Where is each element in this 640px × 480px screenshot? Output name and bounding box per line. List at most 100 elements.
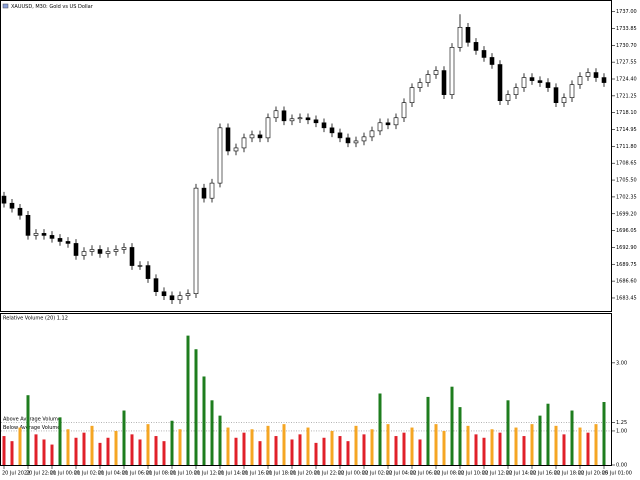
volume-bar (434, 424, 438, 465)
volume-bar (226, 427, 230, 465)
volume-bar (258, 441, 262, 465)
y-tick-label: 1737.00 (616, 9, 637, 15)
y-tick-label: 0.00 (616, 463, 627, 469)
candle-body (233, 147, 239, 152)
volume-panel (0, 313, 612, 466)
x-tick-label: 22 Jul 02:00 (362, 471, 392, 477)
volume-bar (586, 432, 590, 465)
candle-body (441, 70, 447, 95)
volume-bar (442, 430, 446, 465)
volume-bar (154, 436, 158, 465)
candle-body (177, 295, 183, 301)
volume-bar (90, 425, 94, 465)
volume-bar (386, 424, 390, 465)
volume-bar (242, 432, 246, 465)
volume-bar (554, 425, 558, 465)
y-tick-label: 1727.55 (616, 60, 637, 66)
candle-body (457, 26, 463, 48)
x-tick-label: 21 Jul 10:00 (170, 471, 200, 477)
volume-bar (210, 400, 214, 465)
candle-body (209, 182, 215, 199)
volume-bar (298, 434, 302, 465)
volume-bar (466, 425, 470, 465)
volume-bar (282, 424, 286, 465)
volume-bar (250, 429, 254, 465)
volume-bar (66, 429, 70, 465)
y-tick-label: 1692.90 (616, 245, 637, 251)
candle-body (345, 137, 351, 144)
candle-body (241, 137, 247, 149)
candle-body (145, 265, 151, 279)
volume-bar (402, 432, 406, 465)
volume-bar (146, 424, 150, 465)
volume-bar (482, 437, 486, 465)
candle-body (321, 122, 327, 129)
volume-bar (602, 402, 606, 465)
volume-bar (122, 410, 126, 465)
y-tick-label: 1699.20 (616, 211, 637, 217)
volume-bar (194, 349, 198, 465)
candle-body (577, 76, 583, 85)
x-tick-label: 22 Jul 20:00 (578, 471, 608, 477)
candle-body (153, 278, 159, 293)
candle-body (601, 77, 607, 83)
chart-title: XAUUSD, M30: Gold vs US Dollar (11, 4, 94, 10)
candle-body (25, 215, 31, 236)
candle-body (97, 249, 103, 254)
candle-body (193, 187, 199, 294)
candle-body (281, 110, 287, 122)
x-tick-label: 22 Jul 12:00 (482, 471, 512, 477)
candle-body (217, 127, 223, 184)
candle-body (169, 295, 175, 301)
candle-body (361, 136, 367, 142)
volume-bar (330, 430, 334, 465)
volume-bar (98, 442, 102, 465)
x-tick-label: 20 Jul 2022 (2, 471, 30, 477)
candle-body (513, 87, 519, 95)
candle-body (337, 132, 343, 139)
volume-bar (458, 407, 462, 465)
y-tick-label: 1696.05 (616, 228, 637, 234)
candle-body (257, 134, 263, 139)
candle-body (137, 265, 143, 267)
volume-bar (346, 441, 350, 465)
volume-bar (178, 429, 182, 465)
y-tick-label: 1718.10 (616, 110, 637, 116)
y-tick-label: 1.00 (616, 428, 627, 434)
volume-bar (426, 396, 430, 465)
candle-body (17, 207, 23, 216)
volume-bar (42, 439, 46, 465)
candle-body (449, 47, 455, 95)
x-tick-label: 21 Jul 08:00 (146, 471, 176, 477)
candle-body (161, 291, 167, 297)
y-tick-label: 1711.80 (616, 144, 637, 150)
candle-body (553, 87, 559, 103)
candle-body (409, 87, 415, 103)
x-tick-label: 21 Jul 00:00 (50, 471, 80, 477)
volume-bar (106, 437, 110, 465)
y-tick-label: 3.00 (616, 360, 627, 366)
candle-body (593, 72, 599, 78)
x-tick-label: 21 Jul 18:00 (266, 471, 296, 477)
volume-bar (538, 415, 542, 465)
candle-body (433, 70, 439, 75)
volume-bar (370, 429, 374, 465)
volume-bar (562, 434, 566, 465)
candle-body (481, 50, 487, 58)
x-tick-label: 22 Jul 10:00 (458, 471, 488, 477)
candle-body (81, 251, 87, 256)
volume-bar (338, 436, 342, 465)
volume-bar (506, 400, 510, 465)
candle-body (385, 122, 391, 126)
volume-bar (594, 424, 598, 465)
volume-bar (50, 444, 54, 465)
candle-body (57, 238, 63, 242)
x-tick-label: 21 Jul 14:00 (218, 471, 248, 477)
y-tick-label: 1689.75 (616, 262, 637, 268)
candle-body (489, 57, 495, 65)
volume-bar (322, 437, 326, 465)
candle-body (185, 293, 191, 297)
volume-bar (450, 386, 454, 465)
x-tick-label: 21 Jul 22:00 (314, 471, 344, 477)
